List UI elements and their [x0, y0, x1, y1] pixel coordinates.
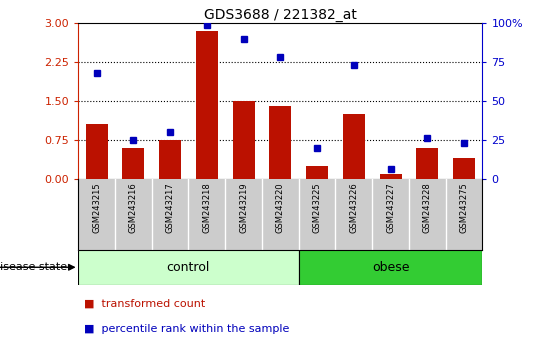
- Text: ■  percentile rank within the sample: ■ percentile rank within the sample: [84, 324, 289, 334]
- Bar: [343, 114, 365, 179]
- Text: GSM243215: GSM243215: [92, 182, 101, 233]
- Text: GSM243275: GSM243275: [460, 182, 468, 233]
- Text: GSM243225: GSM243225: [313, 182, 322, 233]
- Text: disease state: disease state: [0, 262, 67, 272]
- Bar: [379, 173, 402, 179]
- Text: obese: obese: [372, 261, 409, 274]
- Bar: [122, 148, 144, 179]
- Bar: [453, 158, 475, 179]
- Text: GSM243219: GSM243219: [239, 182, 248, 233]
- Text: control: control: [167, 261, 210, 274]
- Bar: [86, 124, 108, 179]
- Text: ■  transformed count: ■ transformed count: [84, 299, 205, 309]
- Text: GSM243220: GSM243220: [276, 182, 285, 233]
- Bar: [196, 31, 218, 179]
- Text: GSM243216: GSM243216: [129, 182, 138, 233]
- Bar: [299, 250, 482, 285]
- Bar: [416, 148, 438, 179]
- Text: GSM243226: GSM243226: [349, 182, 358, 233]
- Bar: [270, 106, 291, 179]
- Text: GSM243228: GSM243228: [423, 182, 432, 233]
- Bar: [159, 140, 181, 179]
- Bar: [306, 166, 328, 179]
- Text: GSM243218: GSM243218: [202, 182, 211, 233]
- Bar: [78, 250, 299, 285]
- Bar: [232, 101, 254, 179]
- Text: GSM243227: GSM243227: [386, 182, 395, 233]
- Text: GSM243217: GSM243217: [165, 182, 175, 233]
- Title: GDS3688 / 221382_at: GDS3688 / 221382_at: [204, 8, 357, 22]
